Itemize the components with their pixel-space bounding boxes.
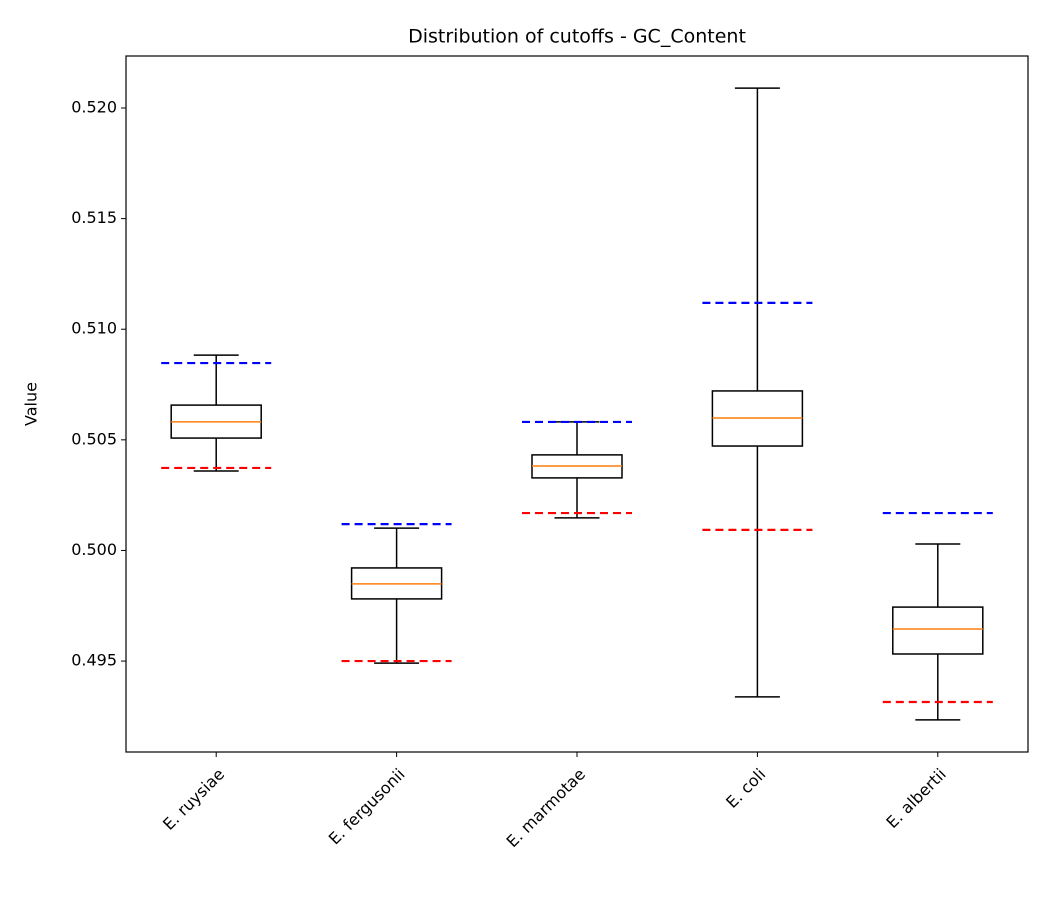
x-tick-label: E. fergusonii <box>325 765 409 849</box>
y-tick-label: 0.505 <box>71 429 117 448</box>
box <box>892 606 984 655</box>
chart-title: Distribution of cutoffs - GC_Content <box>408 26 746 48</box>
y-tick-label: 0.510 <box>71 319 117 338</box>
y-tick-label: 0.520 <box>71 97 117 116</box>
y-tick-label: 0.515 <box>71 208 117 227</box>
x-tick-label: E. marmotae <box>503 765 589 851</box>
x-tick-label: E. ruysiae <box>159 765 228 834</box>
y-axis-label: Value <box>22 382 41 426</box>
y-tick-label: 0.495 <box>71 651 117 670</box>
x-tick-label: E. albertii <box>882 765 949 832</box>
x-tick-label: E. coli <box>722 765 769 812</box>
y-tick-label: 0.500 <box>71 540 117 559</box>
